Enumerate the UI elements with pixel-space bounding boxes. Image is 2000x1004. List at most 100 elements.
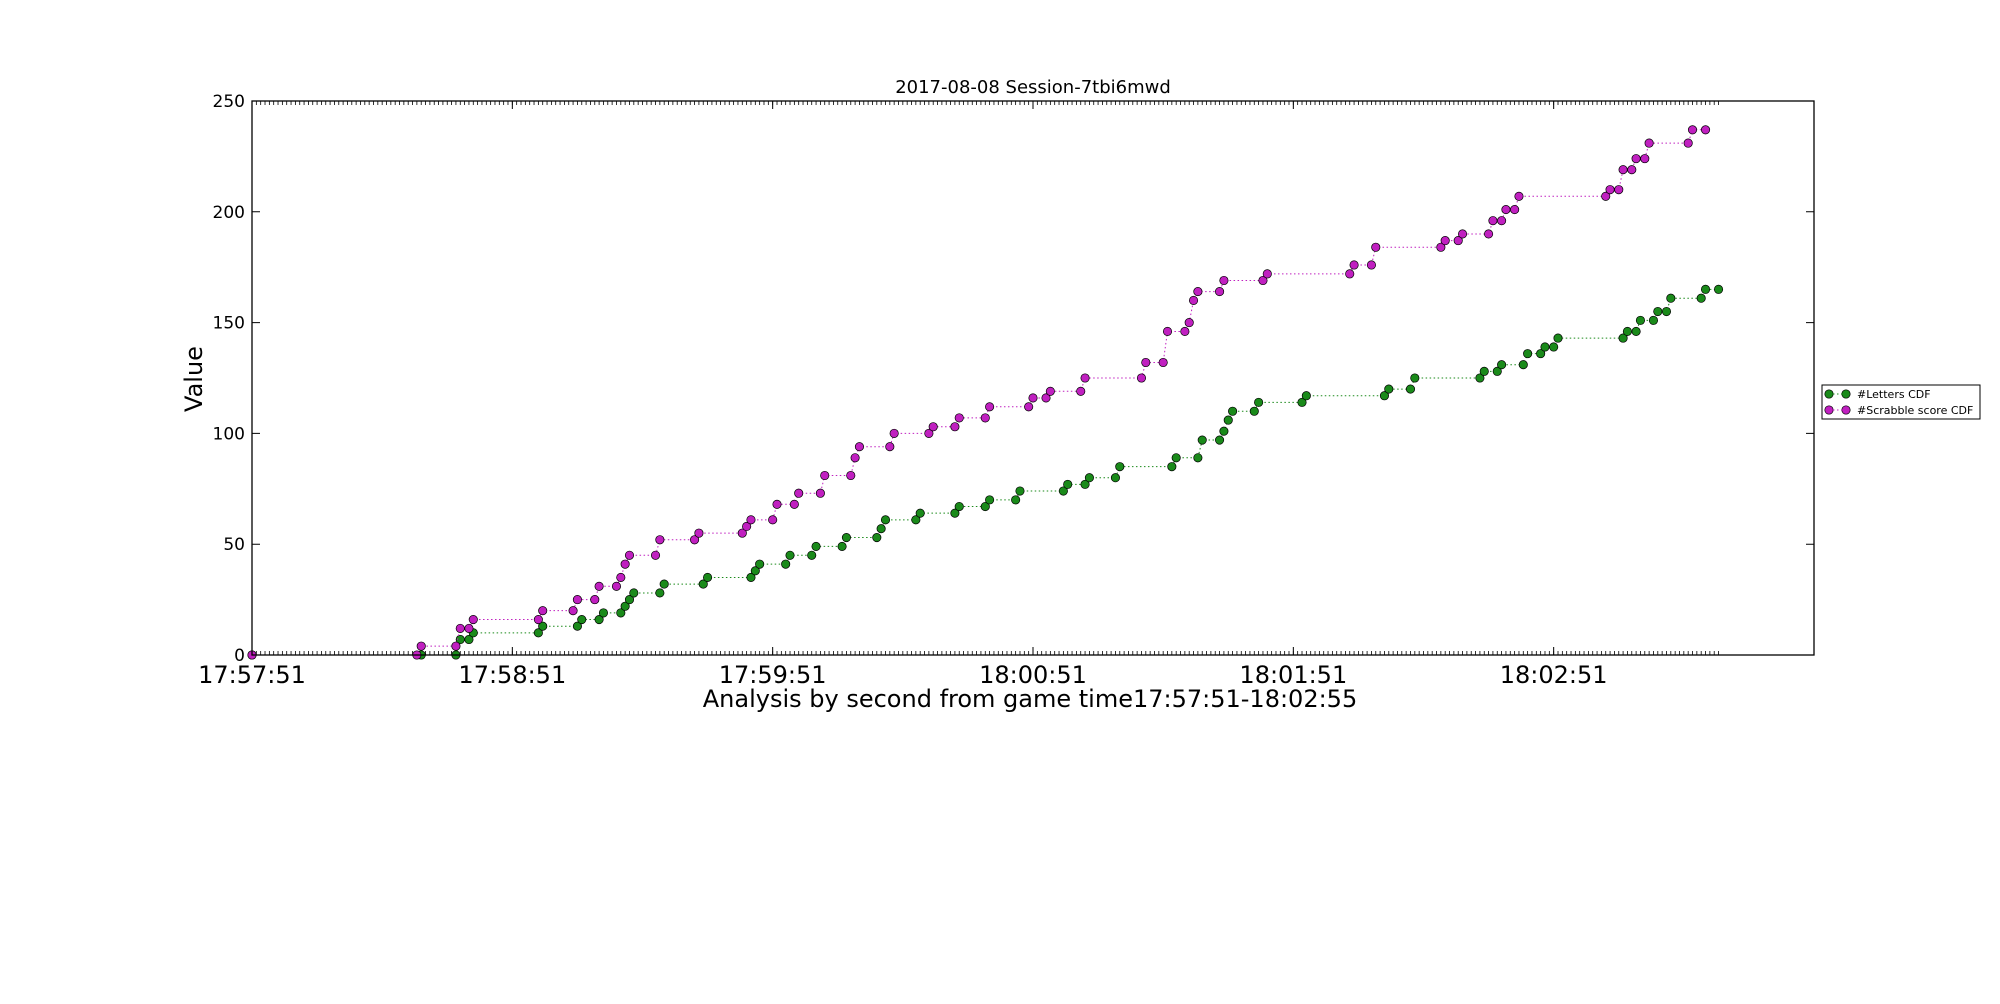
- series-1: [247, 284, 1724, 660]
- series-2-point: [464, 623, 474, 633]
- series-1-point: [1479, 366, 1489, 376]
- series-1-point: [911, 515, 921, 525]
- series-2-point: [746, 515, 756, 525]
- series-2-point: [1184, 318, 1194, 328]
- series-2-point: [1605, 185, 1615, 195]
- series-1-point: [1523, 349, 1533, 359]
- series-1-point: [811, 541, 821, 551]
- series-1-point: [1553, 333, 1563, 343]
- series-2-point: [924, 428, 934, 438]
- series-1-point: [1215, 435, 1225, 445]
- series-1-point: [1549, 342, 1559, 352]
- series-1-point: [616, 608, 626, 618]
- series-2-point: [1631, 154, 1641, 164]
- series-2-point: [815, 488, 825, 498]
- series-1-point: [1696, 293, 1706, 303]
- series-2-point: [1510, 205, 1520, 215]
- series-2-point: [650, 550, 661, 560]
- series-1-point: [1249, 406, 1259, 416]
- series-1-point: [1653, 306, 1663, 317]
- series-2-point: [854, 442, 864, 452]
- series-2-point: [1514, 191, 1524, 201]
- series-2-point: [1497, 216, 1507, 226]
- series-2-point: [820, 470, 830, 481]
- series-1-point: [1635, 315, 1645, 325]
- series-2-point: [789, 499, 799, 509]
- series-1-point: [1297, 397, 1307, 407]
- series-2: [247, 125, 1711, 660]
- series-2-point: [1041, 393, 1051, 403]
- series-2-point: [1436, 242, 1446, 252]
- x-tick-label: 17:59:51: [719, 661, 827, 689]
- series-1-point: [1058, 486, 1068, 496]
- series-2-point: [772, 499, 782, 509]
- series-2-point: [468, 614, 478, 625]
- series-1-point: [785, 550, 795, 560]
- series-2-point: [690, 535, 700, 545]
- series-1-point: [1197, 435, 1207, 445]
- series-2-point: [846, 470, 856, 481]
- series-1-point: [1518, 360, 1528, 370]
- series-2-point: [885, 442, 895, 452]
- series-2-point: [1366, 260, 1376, 270]
- series-1-point: [533, 628, 543, 638]
- series-2-point: [1180, 326, 1190, 337]
- series-1-point: [1536, 349, 1546, 359]
- series-1-point: [950, 508, 960, 518]
- series-1-point: [1110, 473, 1120, 483]
- series-1-point: [1405, 384, 1416, 394]
- series-2-point: [768, 515, 778, 525]
- series-2-point: [451, 641, 461, 651]
- series-2-point: [455, 623, 465, 633]
- series-1-point: [781, 559, 791, 569]
- series-1-point: [1622, 326, 1632, 337]
- series-2-point: [1345, 269, 1355, 279]
- series-1-point: [1618, 333, 1628, 343]
- series-2-point: [889, 428, 899, 438]
- series-1-point: [876, 524, 886, 534]
- series-2-point: [620, 559, 630, 569]
- series-1-point: [1011, 495, 1021, 505]
- series-2-point: [616, 572, 626, 582]
- series-1-point: [1384, 384, 1394, 394]
- series-2-point: [1371, 242, 1381, 252]
- chart-title: 2017-08-08 Session-7tbi6mwd: [895, 77, 1171, 98]
- series-1-point: [624, 595, 635, 605]
- series-2-point: [980, 413, 990, 423]
- series-2-point: [1219, 275, 1229, 286]
- series-2-point: [538, 606, 548, 616]
- series-2-point: [850, 453, 860, 463]
- y-axis-label: Value: [180, 346, 208, 412]
- series-1-point: [1379, 391, 1389, 401]
- series-1-point: [1666, 293, 1676, 303]
- series-2-point: [1488, 216, 1498, 226]
- series-2-point: [1644, 138, 1654, 148]
- series-1-point: [1223, 415, 1233, 425]
- series-2-point: [1158, 357, 1168, 368]
- series-1-point: [1063, 479, 1073, 489]
- series-2-point: [1501, 205, 1511, 215]
- series-2-point: [1162, 326, 1173, 337]
- series-2-point: [1045, 386, 1055, 396]
- series-1-point: [1648, 315, 1659, 325]
- series-1-point: [1631, 326, 1641, 337]
- series-1-point: [1497, 360, 1507, 370]
- x-axis-label: Analysis by second from game time17:57:5…: [703, 685, 1357, 713]
- series-2-point: [594, 581, 604, 591]
- y-tick-label: 50: [223, 535, 245, 555]
- series-1-point: [698, 579, 708, 589]
- x-tick-label: 17:57:51: [198, 661, 306, 689]
- series-2-point: [1136, 373, 1147, 383]
- series-1-point: [659, 579, 669, 589]
- series-2-point: [1258, 275, 1268, 286]
- series-1-point: [750, 566, 760, 576]
- series-2-point: [742, 521, 752, 532]
- series-2-point: [928, 422, 938, 432]
- series-1-point: [807, 550, 817, 560]
- series-2-point: [1687, 125, 1698, 135]
- series-1-point: [620, 601, 630, 611]
- series-1-point: [1228, 406, 1238, 416]
- series-1-point: [1254, 397, 1264, 407]
- series-1-point: [980, 501, 990, 512]
